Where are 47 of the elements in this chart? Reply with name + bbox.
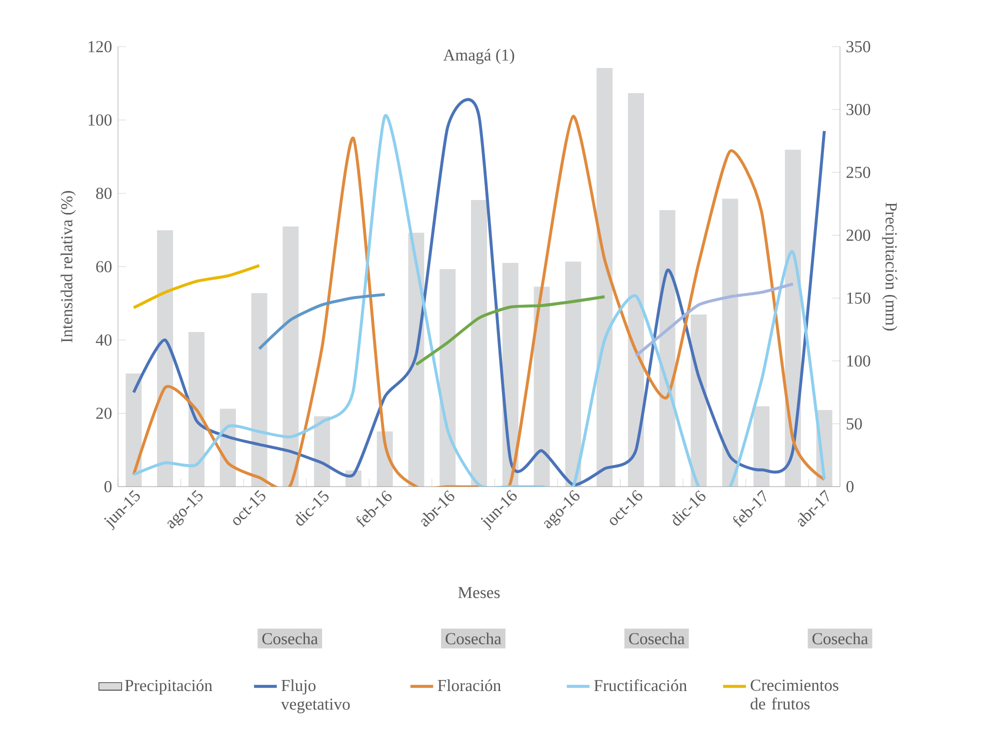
- line-series: [414, 295, 606, 366]
- text: Cosecha: [446, 632, 502, 644]
- y2-tick-label: 300: [846, 104, 870, 116]
- y2-tick-label: 200: [846, 230, 870, 242]
- legend-label: Crecimientos de frutos: [750, 680, 838, 710]
- bar: [690, 314, 707, 487]
- x-axis-title: Meses: [458, 587, 500, 598]
- y-tick-label: 80: [96, 188, 112, 200]
- y-tick-label: 120: [88, 41, 112, 52]
- legend-label: Precipitación: [125, 680, 212, 695]
- bar: [188, 332, 204, 487]
- y-tick-label: 40: [96, 334, 112, 346]
- bar: [314, 416, 330, 487]
- line-series: [634, 282, 794, 358]
- text: Cosecha: [262, 632, 318, 644]
- y2-axis-title: Precipitación (mm): [882, 202, 898, 331]
- text: Cosecha: [812, 632, 868, 644]
- y-axis-title: Intensidad relativa (%): [60, 191, 76, 343]
- bar: [251, 293, 268, 487]
- y-tick-label: 100: [88, 114, 112, 126]
- legend-label: Floración: [438, 680, 501, 692]
- y2-tick-label: 150: [847, 292, 870, 304]
- bar: [628, 93, 644, 487]
- text: Cosecha: [629, 632, 685, 644]
- y2-tick-label: 350: [846, 41, 870, 52]
- bar: [440, 269, 456, 487]
- bar: [282, 226, 299, 487]
- bar: [565, 262, 582, 487]
- line-series: [132, 264, 261, 310]
- bar: [157, 230, 174, 487]
- legend-label: Fructificación: [594, 679, 687, 692]
- y2-tick-label: 50: [846, 418, 862, 430]
- bar: [596, 68, 613, 487]
- bar: [471, 200, 488, 487]
- bar: [722, 198, 738, 487]
- bar: [754, 406, 770, 487]
- bar: [534, 286, 550, 487]
- chart-title: Amagá (1): [443, 49, 514, 64]
- y2-tick-label: 100: [847, 355, 870, 367]
- line-series: [258, 293, 386, 350]
- y2-tick-label: 0: [846, 481, 854, 492]
- y-tick-label: 20: [96, 408, 112, 420]
- legend-label: Flujo vegetativo: [280, 680, 350, 714]
- y-tick-label: 60: [96, 261, 112, 272]
- y2-tick-label: 250: [846, 166, 870, 178]
- y-tick-label: 0: [104, 481, 112, 492]
- bar: [126, 374, 142, 487]
